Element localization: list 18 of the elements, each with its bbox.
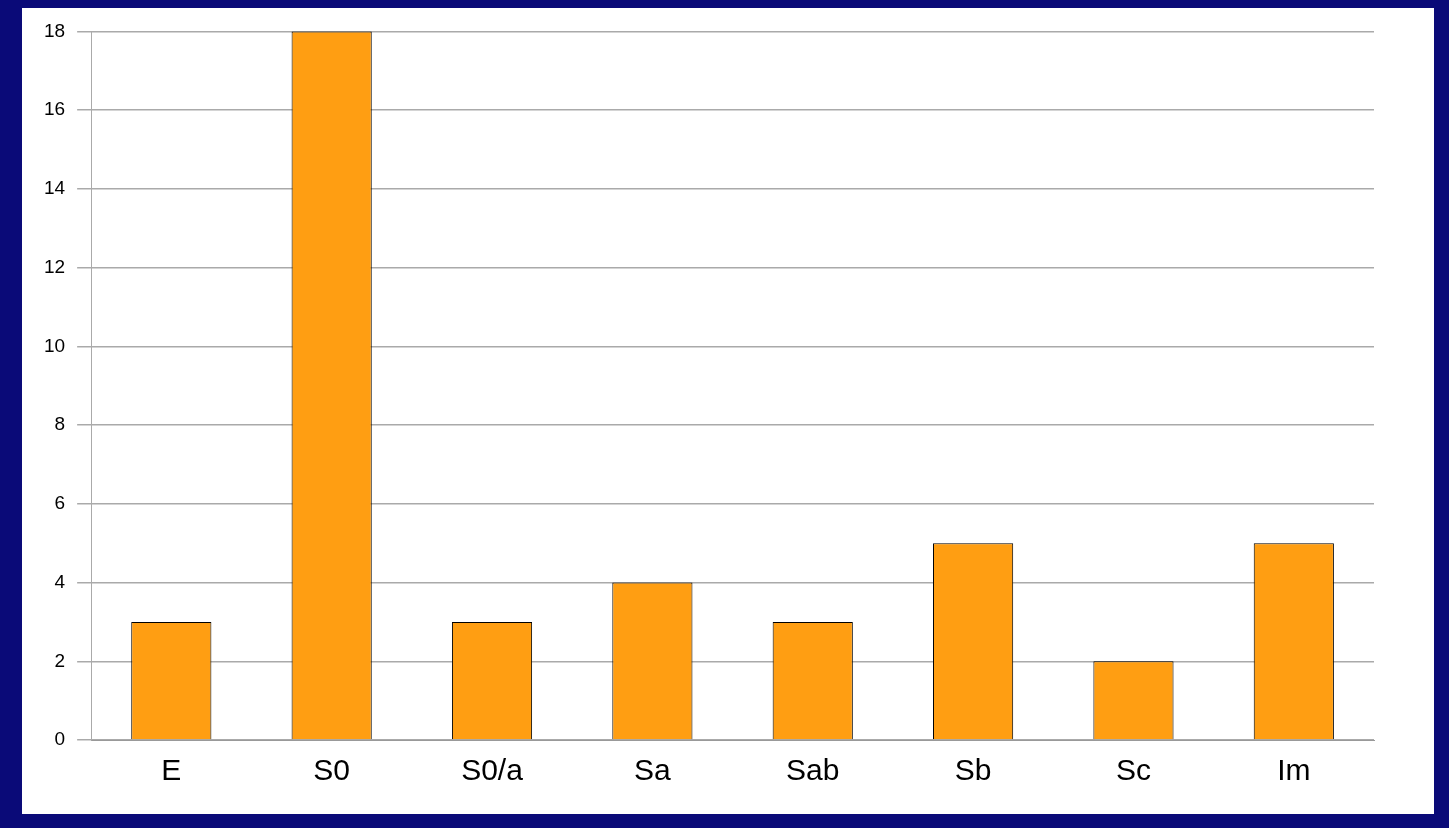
y-tick-label: 16 — [43, 98, 66, 120]
x-tick-label: Sb — [954, 753, 992, 787]
x-tick-label: Sa — [634, 753, 672, 787]
y-tick-label: 8 — [54, 413, 66, 435]
x-tick-label: Sab — [786, 753, 840, 787]
y-tick-label: 12 — [43, 255, 66, 277]
x-tick-label: Im — [1277, 753, 1311, 787]
y-tick-label: 14 — [43, 177, 66, 199]
x-tick-label: S0 — [313, 753, 351, 787]
x-tick-label: Sc — [1115, 753, 1151, 787]
x-tick-label: S0/a — [461, 753, 524, 787]
y-tick-label: 4 — [54, 570, 66, 592]
y-tick-label: 2 — [54, 649, 66, 671]
y-tick-label: 6 — [54, 492, 66, 514]
x-tick-label: E — [161, 753, 182, 787]
y-tick-label: 10 — [43, 334, 66, 356]
y-tick-label: 0 — [54, 728, 66, 750]
y-tick-label: 18 — [43, 19, 66, 41]
